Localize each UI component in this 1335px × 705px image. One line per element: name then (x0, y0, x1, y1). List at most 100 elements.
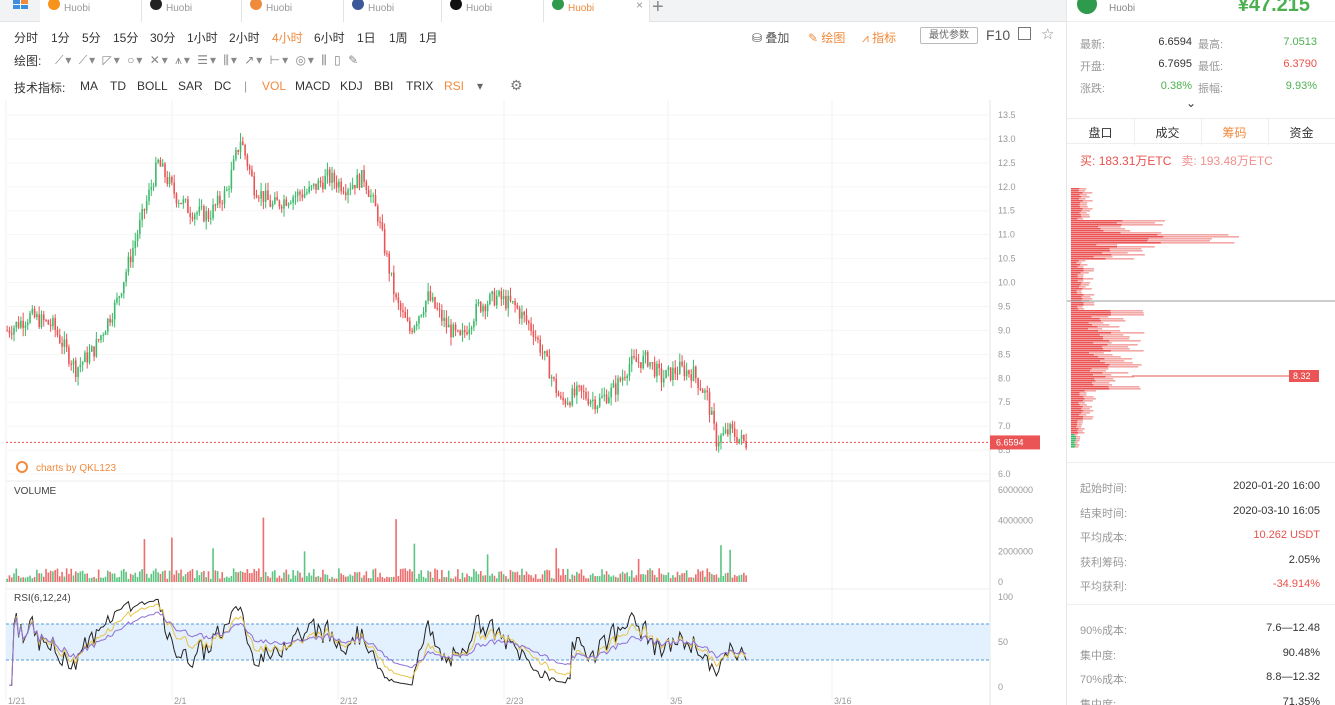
draw-button[interactable]: ✎ 绘图 (808, 29, 845, 46)
candle (688, 370, 690, 375)
settings-gear-icon[interactable]: ⚙ (510, 77, 523, 93)
chip-bar (1071, 270, 1084, 272)
tab-1[interactable]: Huobi (142, 0, 242, 22)
indicator-td[interactable]: TD (110, 79, 126, 93)
indicator-vol[interactable]: VOL (262, 79, 287, 93)
volume-bar (704, 576, 706, 582)
price-tick: 7.0 (998, 421, 1011, 431)
indicator-button[interactable]: ⩘ 指标 (862, 29, 896, 46)
volume-bar (395, 519, 397, 582)
candle (258, 197, 260, 199)
volume-bar (104, 576, 107, 582)
volume-bar (539, 578, 542, 582)
panel-tab-2[interactable]: 筹码 (1222, 126, 1247, 140)
volume-bar (573, 575, 576, 582)
volume-bar (688, 577, 690, 582)
add-tab-button[interactable]: + (652, 0, 664, 18)
best-params-button[interactable]: 最优参数 (920, 27, 978, 44)
period-8[interactable]: 6小时 (314, 31, 345, 45)
indicator-sar[interactable]: SAR (178, 79, 203, 93)
volume-bar (70, 568, 73, 582)
period-3[interactable]: 15分 (113, 31, 139, 45)
info-label: 平均获利: (1080, 581, 1128, 593)
chip-bar (1071, 272, 1081, 274)
candle (546, 351, 548, 356)
period-9[interactable]: 1日 (357, 31, 376, 45)
indicator-boll[interactable]: BOLL (137, 79, 168, 93)
volume-bar (621, 571, 624, 582)
chip-bar (1077, 306, 1083, 308)
tab-5[interactable]: Huobi × (544, 0, 650, 22)
chevron-down-icon[interactable]: ⌄ (1186, 96, 1197, 110)
period-2[interactable]: 5分 (82, 31, 101, 45)
period-5[interactable]: 1小时 (187, 31, 218, 45)
tab-bar: Huobi Huobi Huobi Huobi Huobi Huobi × + (0, 0, 1066, 22)
overlay-button[interactable]: ⛁ 叠加 (752, 29, 789, 46)
chip-bar (1071, 264, 1080, 266)
period-1[interactable]: 1分 (51, 31, 70, 45)
candle (727, 429, 729, 435)
volume-bar (537, 578, 539, 582)
volume-bar (431, 577, 434, 582)
f10-button[interactable]: F10 (986, 27, 1011, 43)
indicator-macd[interactable]: MACD (295, 79, 331, 93)
indicator-kdj[interactable]: KDJ (340, 79, 363, 93)
volume-bar (358, 571, 361, 582)
period-4[interactable]: 30分 (150, 31, 176, 45)
drawing-label: 绘图: (14, 54, 42, 68)
price-tick: 9.0 (998, 325, 1011, 335)
price-chart[interactable]: 13.5 13.0 12.5 12.0 11.5 11.0 10.5 10.0 9.5 9.0 8.… (0, 100, 1066, 705)
candle (31, 308, 34, 314)
volume-bar (582, 575, 585, 582)
volume-bar (232, 568, 235, 582)
candle (493, 291, 496, 306)
drawing-tools-icon[interactable]: ⟋▾ ⟋▾ ◸▾ ○▾ ✕▾ ⩚▾ ☰▾ ⫼▾ ↗▾ ⊢▾ ◎▾ ⫼ ▯ ✎ (55, 53, 361, 67)
candle (134, 241, 137, 249)
apps-grid-icon[interactable] (13, 0, 29, 10)
panel-tab-0[interactable]: 盘口 (1088, 126, 1113, 140)
candle (662, 378, 665, 383)
candle (86, 352, 89, 363)
info-label: 集中度: (1080, 698, 1117, 705)
chip-bar (1071, 338, 1104, 340)
tab-4[interactable]: Huobi (442, 0, 544, 22)
volume-bar (541, 574, 544, 582)
candle (246, 155, 249, 167)
indicator-rsi[interactable]: RSI (444, 79, 465, 93)
candle (107, 318, 109, 332)
period-0[interactable]: 分时 (14, 31, 39, 45)
panel-tab-3[interactable]: 资金 (1289, 126, 1314, 140)
indicator-ma[interactable]: MA (80, 79, 98, 93)
indicator-dc[interactable]: DC (214, 79, 232, 93)
volume-bar (624, 573, 626, 582)
candle (287, 203, 290, 206)
period-6[interactable]: 2小时 (229, 31, 260, 45)
more-indicators-icon[interactable]: ▾ (477, 79, 484, 93)
tab-3[interactable]: Huobi (344, 0, 442, 22)
candle (544, 351, 546, 354)
chip-bar (1071, 390, 1085, 392)
close-icon[interactable]: × (635, 0, 643, 12)
period-10[interactable]: 1周 (389, 31, 408, 45)
panel-tab-1[interactable]: 成交 (1155, 126, 1180, 140)
period-11[interactable]: 1月 (419, 31, 438, 45)
chip-bar (1079, 286, 1086, 288)
candle (580, 385, 583, 391)
volume-bar (290, 578, 292, 582)
fullscreen-icon[interactable] (1018, 27, 1031, 40)
chip-bar (1077, 422, 1083, 424)
indicator-bbi[interactable]: BBI (374, 79, 394, 93)
tab-0[interactable]: Huobi (40, 0, 142, 22)
volume-bar (715, 574, 718, 582)
chip-bar (1071, 374, 1094, 376)
volume-bar (640, 574, 642, 582)
tab-2[interactable]: Huobi (242, 0, 344, 22)
chip-bar (1147, 240, 1211, 242)
indicator-trix[interactable]: TRIX (406, 79, 434, 93)
volume-bar (248, 573, 251, 582)
star-icon[interactable]: ☆ (1041, 26, 1055, 43)
info-value: 8.8—12.32 (1266, 671, 1320, 683)
period-7[interactable]: 4小时 (272, 31, 303, 45)
tab-separator (1134, 119, 1135, 145)
chip-bar (1081, 216, 1090, 218)
